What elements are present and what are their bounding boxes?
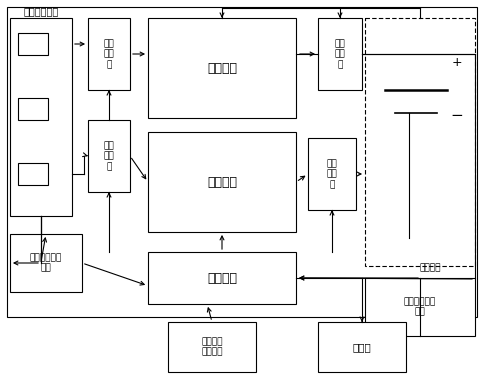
FancyBboxPatch shape: [18, 98, 48, 120]
FancyBboxPatch shape: [148, 132, 296, 232]
FancyBboxPatch shape: [308, 138, 356, 210]
Text: +: +: [452, 57, 462, 69]
FancyBboxPatch shape: [365, 18, 475, 266]
FancyBboxPatch shape: [18, 163, 48, 185]
Text: 第一
继电
器: 第一 继电 器: [103, 39, 114, 69]
FancyBboxPatch shape: [18, 33, 48, 55]
Text: 显示器: 显示器: [353, 342, 371, 352]
Text: 第四
继电
器: 第四 继电 器: [326, 159, 337, 189]
Text: 放电回路: 放电回路: [207, 62, 237, 74]
FancyBboxPatch shape: [10, 234, 82, 292]
Text: 动力电池: 动力电池: [419, 263, 441, 272]
FancyBboxPatch shape: [88, 120, 130, 192]
Text: 应急信号
触发模块: 应急信号 触发模块: [201, 337, 223, 357]
Text: 插座电流检测
模块: 插座电流检测 模块: [30, 253, 62, 273]
FancyBboxPatch shape: [365, 278, 475, 336]
FancyBboxPatch shape: [168, 322, 256, 372]
FancyBboxPatch shape: [10, 18, 72, 216]
FancyBboxPatch shape: [88, 18, 130, 90]
Text: 电动汽车插座: 电动汽车插座: [23, 6, 59, 16]
FancyBboxPatch shape: [148, 252, 296, 304]
Text: 电池电量采集
模块: 电池电量采集 模块: [404, 297, 436, 317]
FancyBboxPatch shape: [148, 18, 296, 118]
Text: 第二
继电
器: 第二 继电 器: [103, 141, 114, 171]
Text: 充电回路: 充电回路: [207, 175, 237, 189]
FancyBboxPatch shape: [318, 18, 362, 90]
Text: 第三
继电
器: 第三 继电 器: [335, 39, 346, 69]
Text: 控制单元: 控制单元: [207, 272, 237, 284]
Text: −: −: [450, 109, 464, 123]
FancyBboxPatch shape: [318, 322, 406, 372]
